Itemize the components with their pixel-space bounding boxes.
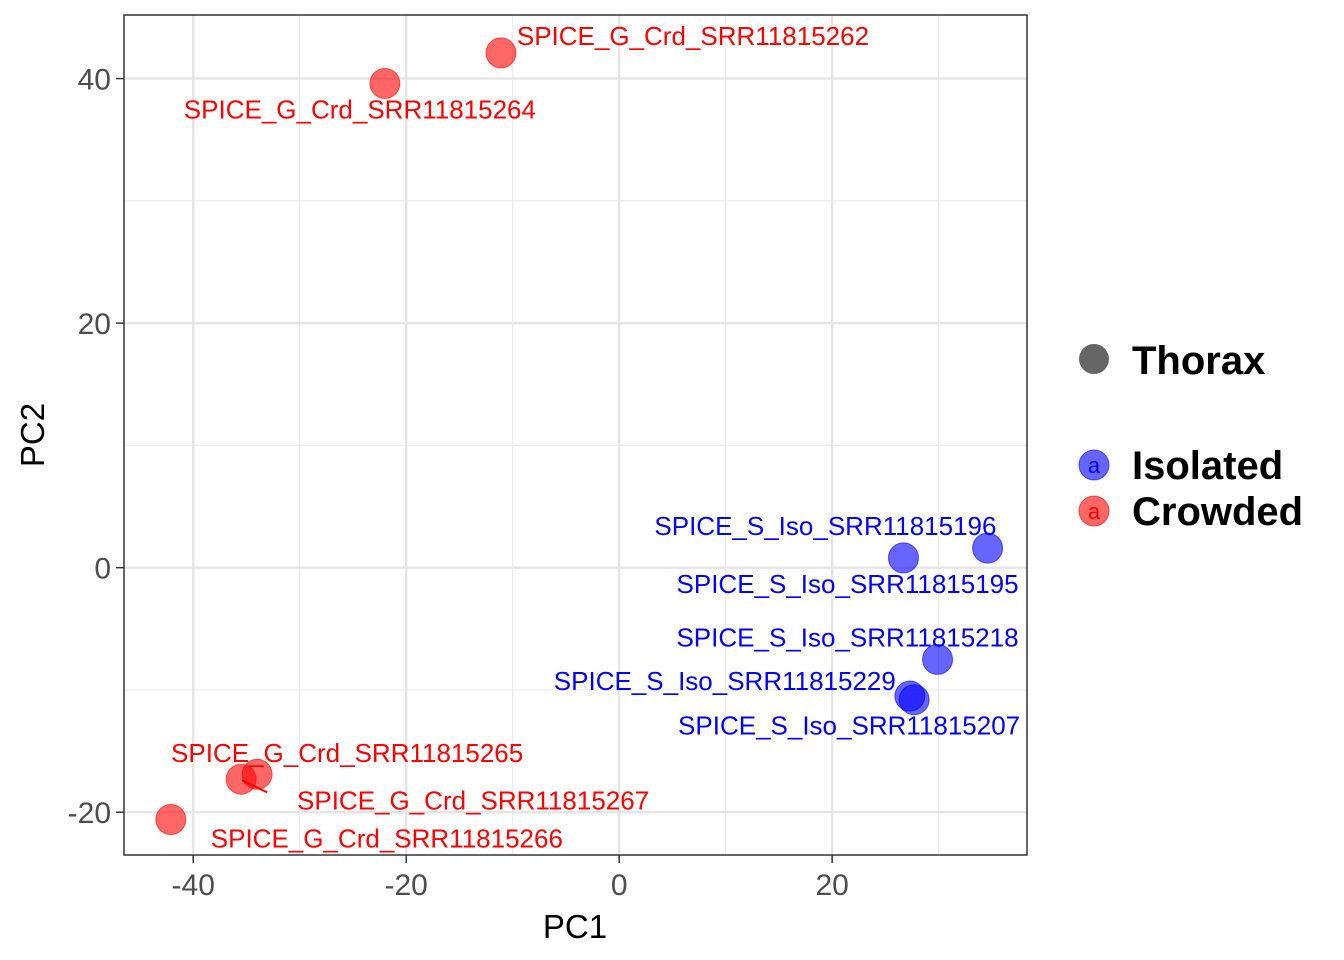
legend-crowded-label: Crowded bbox=[1132, 490, 1303, 534]
legend-isolated-key-glyph: a bbox=[1088, 453, 1101, 478]
point-label: SPICE_S_Iso_SRR11815218 bbox=[676, 622, 1018, 652]
point-label: SPICE_G_Crd_SRR11815267 bbox=[297, 785, 649, 815]
data-points bbox=[155, 37, 1004, 836]
x-tick-label: 0 bbox=[611, 869, 628, 902]
point-labels: SPICE_S_Iso_SRR11815196 SPICE_S_Iso_SRR11… bbox=[171, 21, 1020, 854]
legend-crowded-key bbox=[1078, 495, 1110, 527]
legend-shape-label: Thorax bbox=[1132, 339, 1265, 383]
y-tick-label: 40 bbox=[78, 64, 111, 97]
point-label: SPICE_G_Crd_SRR11815264 bbox=[184, 94, 536, 124]
crowded-point bbox=[155, 804, 187, 836]
isolated-point bbox=[887, 542, 919, 574]
legend: Thorax a Isolated a Crowded bbox=[1078, 339, 1303, 534]
crowded-point bbox=[241, 758, 273, 790]
panel-border bbox=[123, 14, 1028, 856]
crowded-point bbox=[369, 67, 401, 99]
x-tick-label: -40 bbox=[172, 869, 215, 902]
grid-minor bbox=[124, 15, 1027, 855]
point-label: SPICE_G_Crd_SRR11815265 bbox=[171, 738, 523, 768]
panel-background bbox=[124, 15, 1027, 855]
y-axis-title: PC2 bbox=[14, 403, 51, 467]
legend-isolated-label: Isolated bbox=[1132, 444, 1283, 488]
y-axis-ticks: -20 0 20 40 bbox=[68, 64, 124, 830]
legend-isolated-key bbox=[1078, 449, 1110, 481]
y-tick-label: 20 bbox=[78, 308, 111, 341]
isolated-point bbox=[898, 684, 930, 716]
x-tick-label: 20 bbox=[815, 869, 848, 902]
grid-major bbox=[124, 15, 1027, 855]
point-label: SPICE_S_Iso_SRR11815229 bbox=[554, 666, 896, 696]
legend-crowded-key-glyph: a bbox=[1088, 499, 1101, 524]
y-tick-label: 0 bbox=[94, 553, 111, 586]
point-label: SPICE_S_Iso_SRR11815195 bbox=[677, 569, 1019, 599]
point-label: SPICE_S_Iso_SRR11815207 bbox=[678, 711, 1020, 741]
crowded-point bbox=[485, 37, 517, 69]
x-tick-label: -20 bbox=[385, 869, 428, 902]
point-label: SPICE_G_Crd_SRR11815262 bbox=[517, 21, 869, 51]
y-tick-label: -20 bbox=[68, 797, 111, 830]
x-axis-ticks: -40 -20 0 20 bbox=[172, 855, 849, 902]
x-axis-title: PC1 bbox=[543, 908, 607, 945]
point-label: SPICE_G_Crd_SRR11815266 bbox=[211, 824, 563, 854]
isolated-point bbox=[922, 643, 954, 675]
point-label: SPICE_S_Iso_SRR11815196 bbox=[654, 511, 996, 541]
legend-shape-key bbox=[1079, 344, 1109, 374]
isolated-point bbox=[972, 532, 1004, 564]
